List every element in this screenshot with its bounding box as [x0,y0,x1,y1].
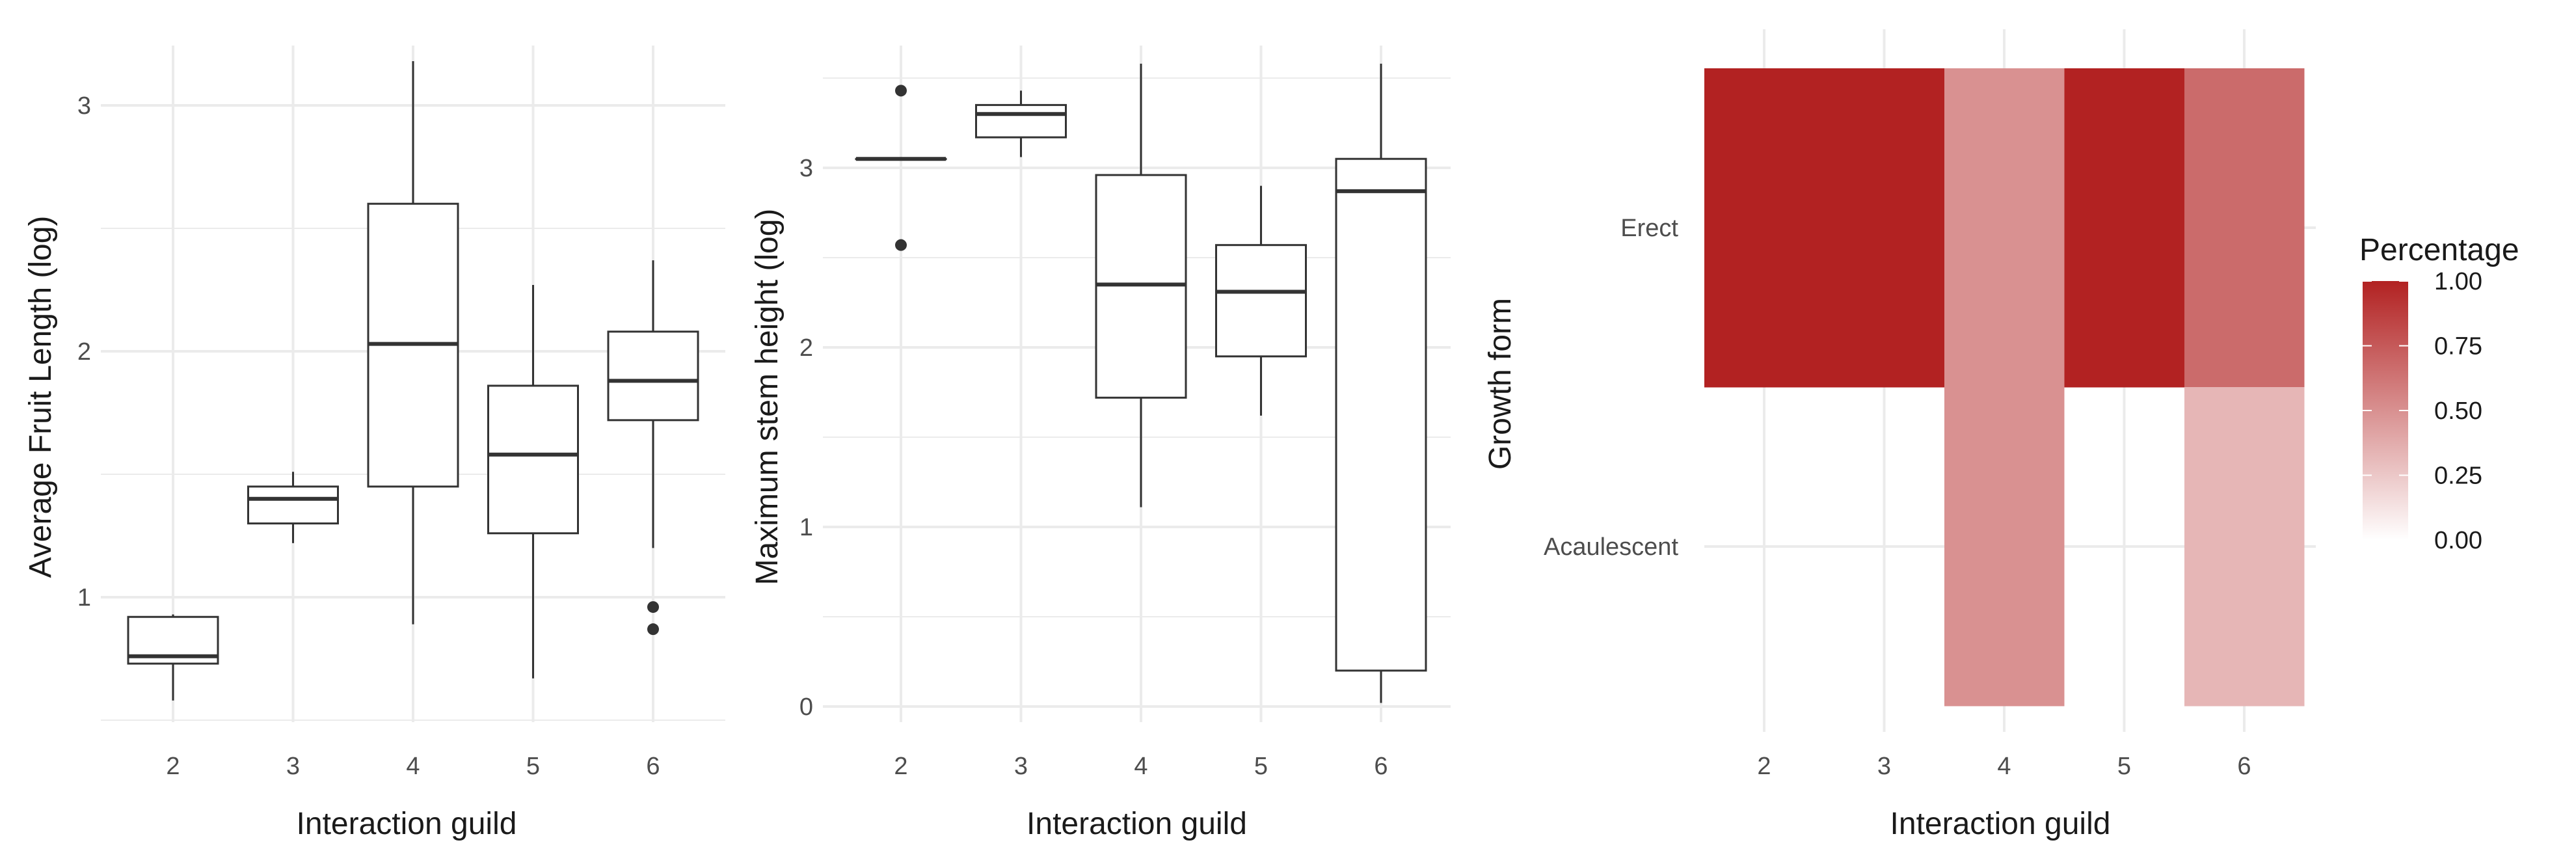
x-tick-label: 5 [526,753,540,780]
box-iqr [975,103,1067,139]
y-axis-title: Average Fruit Length (log) [23,216,58,578]
heatmap-cell [1944,387,2065,707]
box-iqr [487,384,579,535]
legend-tick-label: 0.75 [2434,333,2482,360]
x-tick-label: 3 [1014,753,1028,780]
x-tick-label: 4 [1997,753,2011,780]
x-tick-label: 5 [1254,753,1268,780]
legend-tick-label: 0.50 [2434,397,2482,425]
legend-tick-label: 1.00 [2434,268,2482,295]
heatmap-panel: Erect Acaulescent 2 3 4 5 6 Interaction guild Gr… [1483,29,2519,841]
box-6 [607,260,699,636]
box-3 [247,472,339,543]
legend-tick-label: 0.00 [2434,527,2482,554]
heatmap-cell [1944,68,2065,388]
x-tick-label: 6 [1374,753,1388,780]
y-tick-label: 3 [799,155,813,182]
box-6 [1335,63,1427,703]
y-tick-label: 2 [799,334,813,362]
x-axis-title: Interaction guild [297,807,517,841]
heatmap-cell [1824,68,1944,388]
x-tick-label: 4 [406,753,420,780]
legend-title: Percentage [2359,233,2519,267]
legend: Percentage 0.00 0.25 0.50 0.75 1.00 [2359,233,2519,554]
heatmap-cell [1704,68,1825,388]
x-tick-label: 2 [894,753,907,780]
x-tick-label: 4 [1134,753,1147,780]
box-panel-1: 1 2 3 2 3 4 5 6 Interaction guild Average Fruit L… [23,46,725,841]
x-tick-label: 6 [646,753,660,780]
x-tick-label: 3 [286,753,300,780]
legend-tick-label: 0.25 [2434,463,2482,490]
box-4 [1095,63,1187,507]
y-axis-title: Maximum stem height (log) [750,209,785,586]
box-iqr [1335,157,1427,672]
heatmap-cell [2184,68,2305,388]
box-3 [975,90,1067,157]
y-tick-label: 3 [77,92,91,120]
box-4 [367,61,459,625]
heatmap-cell [2184,387,2305,707]
outlier-point [647,623,659,636]
box-iqr [1215,244,1307,358]
x-tick-label: 6 [2237,753,2251,780]
x-tick-label: 3 [1877,753,1891,780]
y-tick-label: 1 [799,514,813,541]
outlier-point [647,601,659,613]
box-panel-2: 0 1 2 3 2 3 4 5 6 Interaction guild Maximum stem h… [750,46,1451,841]
y-axis-title: Growth form [1483,298,1518,470]
outlier-point [895,239,907,251]
y-tick-label: Acaulescent [1544,533,1678,561]
heatmap-cell [2064,68,2184,388]
box-2 [127,614,219,701]
y-tick-label: 1 [77,584,91,612]
y-tick-label: 2 [77,338,91,366]
x-tick-label: 2 [166,753,180,780]
x-axis-title: Interaction guild [1026,807,1247,841]
y-tick-label: Erect [1620,215,1678,242]
box-iqr [247,485,339,525]
box-5 [1215,185,1307,416]
box-5 [487,284,579,679]
box-iqr [607,330,699,422]
x-tick-label: 5 [2117,753,2131,780]
outlier-point [895,85,907,97]
y-tick-label: 0 [799,694,813,721]
box-2 [855,85,947,251]
x-axis-title: Interaction guild [1890,807,2111,841]
x-tick-label: 2 [1757,753,1771,780]
